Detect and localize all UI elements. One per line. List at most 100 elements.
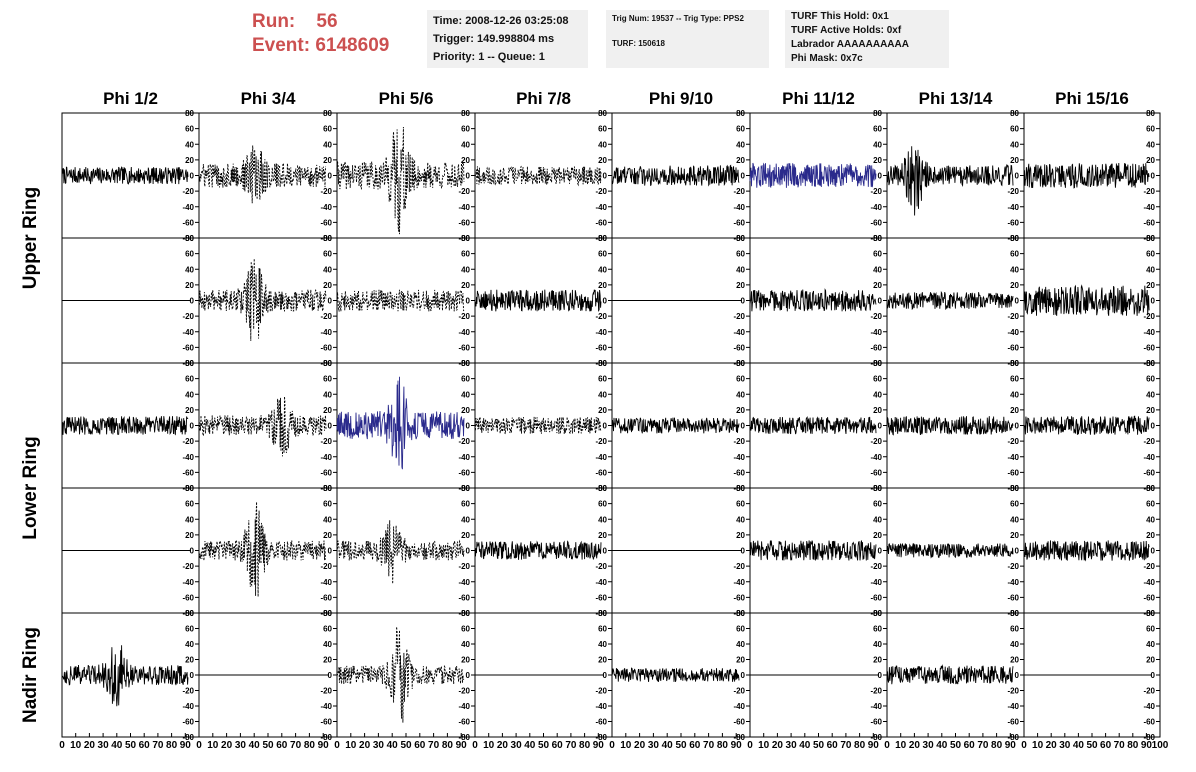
x-tick-label: 40: [387, 740, 399, 751]
y-tick-label: 60: [598, 375, 607, 384]
y-tick-label: 0: [328, 172, 333, 181]
x-tick-label: 50: [400, 740, 412, 751]
y-tick-label: 40: [873, 140, 882, 149]
y-tick-label: -60: [182, 468, 194, 477]
y-tick-label: 40: [1146, 265, 1155, 274]
panel-frame: [474, 237, 613, 364]
time-info-box: Time: 2008-12-26 03:25:08 Trigger: 149.9…: [427, 10, 588, 68]
y-tick-label: -40: [1143, 328, 1155, 337]
y-tick-label: -60: [320, 218, 332, 227]
y-tick-label: -60: [458, 218, 470, 227]
y-tick-label: -40: [733, 702, 745, 711]
y-tick-label: 60: [323, 250, 332, 259]
y-tick-label: 80: [1146, 609, 1155, 618]
y-tick-label: -40: [1007, 702, 1019, 711]
ring-label: Lower Ring: [20, 436, 41, 539]
waveform-trace: [886, 290, 1014, 311]
waveform-trace: [61, 415, 189, 436]
y-tick-label: 60: [736, 500, 745, 509]
y-tick-label: -40: [595, 453, 607, 462]
waveform-trace: [336, 126, 465, 235]
y-tick-label: -60: [1007, 218, 1019, 227]
y-tick-label: 80: [461, 359, 470, 368]
y-tick-label: 40: [1146, 140, 1155, 149]
x-tick-label: 20: [634, 740, 646, 751]
y-tick-label: 20: [1146, 531, 1155, 540]
x-tick-label: 10: [483, 740, 495, 751]
y-tick-label: 80: [1010, 484, 1019, 493]
y-tick-label: 20: [185, 531, 194, 540]
y-tick-label: -20: [182, 562, 194, 571]
x-tick-label: 40: [111, 740, 123, 751]
y-tick-label: 40: [598, 265, 607, 274]
y-tick-label: -40: [182, 578, 194, 587]
y-tick-label: 40: [461, 265, 470, 274]
y-tick-label: -20: [320, 687, 332, 696]
ring-label: Nadir Ring: [20, 627, 41, 723]
waveform-trace: [611, 417, 740, 434]
y-tick-label: 40: [598, 140, 607, 149]
y-tick-label: 60: [736, 625, 745, 634]
y-tick-label: 40: [736, 265, 745, 274]
y-tick-label: 20: [461, 156, 470, 165]
y-tick-label: -40: [870, 578, 882, 587]
y-tick-label: -80: [458, 733, 470, 742]
y-tick-label: 60: [873, 375, 882, 384]
y-tick-label: 80: [873, 484, 882, 493]
turf-info-box: TURF This Hold: 0x1 TURF Active Holds: 0…: [785, 10, 949, 68]
y-tick-label: 20: [1010, 656, 1019, 665]
y-tick-label: 80: [1146, 484, 1155, 493]
y-tick-label: 0: [603, 422, 608, 431]
y-tick-label: -40: [733, 328, 745, 337]
y-tick-label: 80: [1146, 359, 1155, 368]
waveform-trace: [886, 416, 1014, 436]
y-tick-label: -20: [870, 312, 882, 321]
y-tick-label: 60: [323, 625, 332, 634]
y-tick-label: -60: [1007, 468, 1019, 477]
y-tick-label: 60: [873, 625, 882, 634]
y-tick-label: -20: [733, 437, 745, 446]
waveform-trace: [1023, 284, 1150, 316]
y-tick-label: 40: [1010, 515, 1019, 524]
y-tick-label: -20: [458, 562, 470, 571]
y-tick-label: -60: [1007, 343, 1019, 352]
y-tick-label: 0: [603, 172, 608, 181]
y-tick-label: 40: [736, 390, 745, 399]
y-tick-label: -60: [870, 218, 882, 227]
y-tick-label: 80: [323, 484, 332, 493]
y-tick-label: 60: [873, 125, 882, 134]
x-tick-label: 70: [840, 740, 852, 751]
y-tick-label: -40: [458, 203, 470, 212]
y-tick-label: 20: [873, 156, 882, 165]
y-tick-label: -40: [320, 203, 332, 212]
y-tick-label: 40: [323, 140, 332, 149]
priority-text: Priority: 1 -- Queue: 1: [433, 51, 545, 63]
y-tick-label: 20: [873, 531, 882, 540]
column-header: Phi 9/10: [649, 89, 713, 108]
y-tick-label: 20: [461, 281, 470, 290]
y-tick-label: 60: [1010, 250, 1019, 259]
y-tick-label: -20: [320, 312, 332, 321]
x-tick-label: 30: [648, 740, 660, 751]
y-tick-label: -60: [1143, 468, 1155, 477]
y-tick-label: -60: [458, 343, 470, 352]
y-tick-label: 80: [598, 609, 607, 618]
y-tick-label: -80: [595, 733, 607, 742]
x-tick-label: 90: [593, 740, 605, 751]
y-tick-label: 20: [598, 156, 607, 165]
y-tick-label: 60: [1146, 500, 1155, 509]
waveform-trace: [611, 667, 740, 682]
y-tick-label: -60: [595, 718, 607, 727]
y-tick-label: 60: [598, 250, 607, 259]
waveform-trace: [749, 416, 877, 435]
y-tick-label: -40: [182, 203, 194, 212]
y-tick-label: 60: [1146, 125, 1155, 134]
y-tick-label: -40: [182, 702, 194, 711]
y-tick-label: 40: [185, 390, 194, 399]
y-tick-label: 40: [598, 640, 607, 649]
y-tick-label: -40: [1143, 578, 1155, 587]
x-tick-label: 50: [813, 740, 825, 751]
y-tick-label: 60: [461, 125, 470, 134]
y-tick-label: 40: [1146, 515, 1155, 524]
y-tick-label: -20: [1143, 687, 1155, 696]
